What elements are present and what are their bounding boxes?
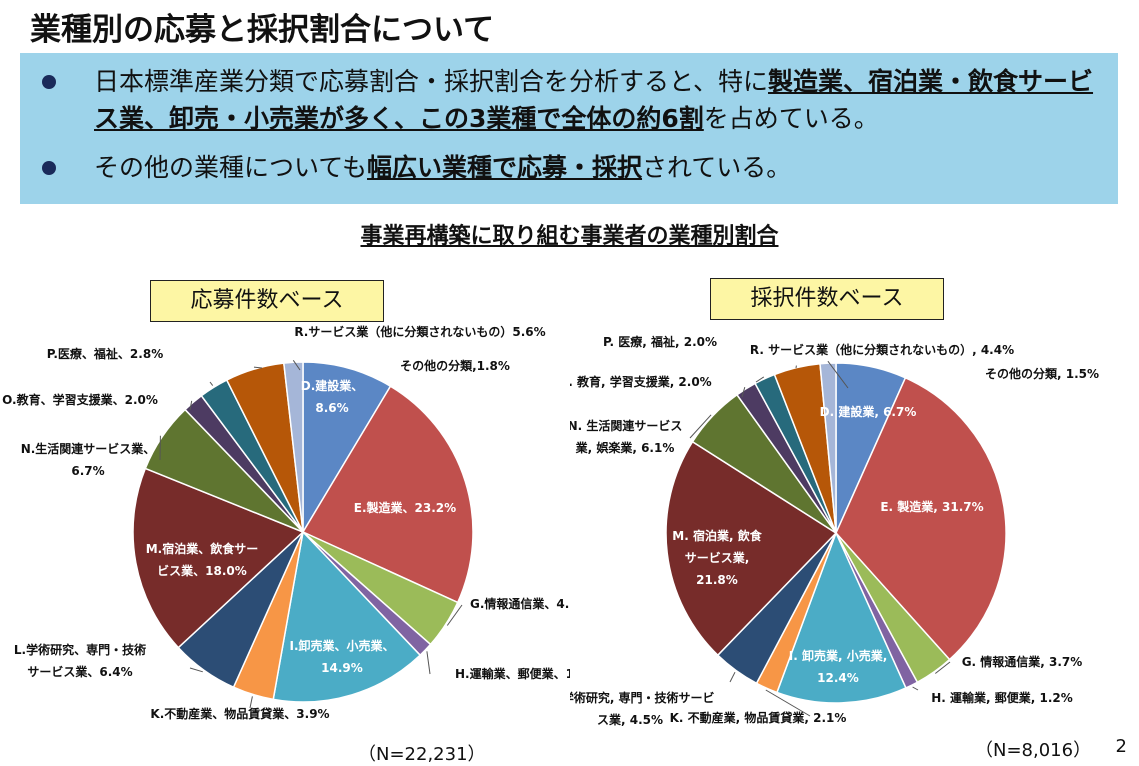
slice-label-other-services: R. サービス業（他に分類されないもの）, 4.4% — [750, 342, 1014, 357]
slice-label-medical-welfare: P.医療、福祉、2.8% — [47, 346, 163, 361]
slice-label-other-services: R.サービス業（他に分類されないもの）5.6% — [294, 324, 545, 339]
slice-label-living-services: N.生活関連サービス業、6.7% — [21, 441, 156, 478]
bullet-dot — [42, 161, 56, 175]
bullet-2: その他の業種についても幅広い業種で応募・採択されている。 — [42, 149, 1102, 186]
leader-line-professional-services — [730, 672, 735, 682]
slice-label-medical-welfare: P. 医療, 福祉, 2.0% — [603, 334, 717, 349]
slice-label-info-comm: G. 情報通信業, 3.7% — [962, 654, 1083, 669]
slice-label-other: その他の分類,1.8% — [400, 358, 510, 373]
bullet-1-tail: を占めている。 — [704, 104, 879, 133]
slice-label-real-estate: K.不動産業、物品賃貸業、3.9% — [150, 706, 329, 721]
slice-label-info-comm: G.情報通信業、4.7% — [470, 596, 570, 611]
applications-pie-chart: D.建設業、8.6%E.製造業、23.2%G.情報通信業、4.7%H.運輸業、郵… — [0, 270, 570, 763]
applications-n-label: （N=22,231） — [358, 740, 486, 766]
slice-label-real-estate: K. 不動産業, 物品賃貸業, 2.1% — [670, 710, 847, 725]
slice-label-manufacturing: E. 製造業, 31.7% — [880, 499, 983, 514]
page-number: 2 — [1116, 736, 1127, 757]
leader-line-transport — [913, 687, 918, 690]
slice-label-transport: H. 運輸業, 郵便業, 1.2% — [931, 690, 1073, 705]
leader-line-medical-welfare — [210, 382, 213, 386]
adoptions-n-label: （N=8,016） — [975, 736, 1091, 762]
bullet-2-tail: されている。 — [642, 153, 791, 182]
slice-label-other: その他の分類, 1.5% — [985, 366, 1099, 381]
slice-label-transport: H.運輸業、郵便業、1.4% — [455, 666, 570, 681]
slice-label-manufacturing: E.製造業、23.2% — [354, 500, 456, 515]
bullet-1: 日本標準産業分類で応募割合・採択割合を分析すると、特に製造業、宿泊業・飲食サービ… — [42, 63, 1102, 137]
slice-label-living-services: N. 生活関連サービス業, 娯楽業, 6.1% — [570, 418, 682, 455]
chart-section-title: 事業再構築に取り組む事業者の業種別割合 — [0, 218, 1139, 250]
slice-label-construction: D. 建設業, 6.7% — [820, 404, 917, 419]
page-title: 業種別の応募と採択割合について — [30, 4, 494, 49]
slice-label-education: O.教育、学習支援業、2.0% — [2, 392, 158, 407]
bullet-1-text: 日本標準産業分類で応募割合・採択割合を分析すると、特に — [94, 67, 768, 96]
slice-label-education: O. 教育, 学習支援業, 2.0% — [570, 374, 712, 389]
bullet-2-text: その他の業種についても — [94, 153, 367, 182]
bullet-2-emphasis: 幅広い業種で応募・採択 — [367, 153, 642, 182]
bullet-dot — [42, 75, 56, 89]
adoptions-pie-chart: D. 建設業, 6.7% E. 製造業, 31.7% G. 情報通信業, 3.7% H… — [570, 270, 1139, 763]
summary-box: 日本標準産業分類で応募割合・採択割合を分析すると、特に製造業、宿泊業・飲食サービ… — [20, 53, 1118, 204]
slice-label-professional-services: L.学術研究、専門・技術サービス業、6.4% — [14, 642, 146, 679]
leader-line-transport — [427, 651, 430, 674]
